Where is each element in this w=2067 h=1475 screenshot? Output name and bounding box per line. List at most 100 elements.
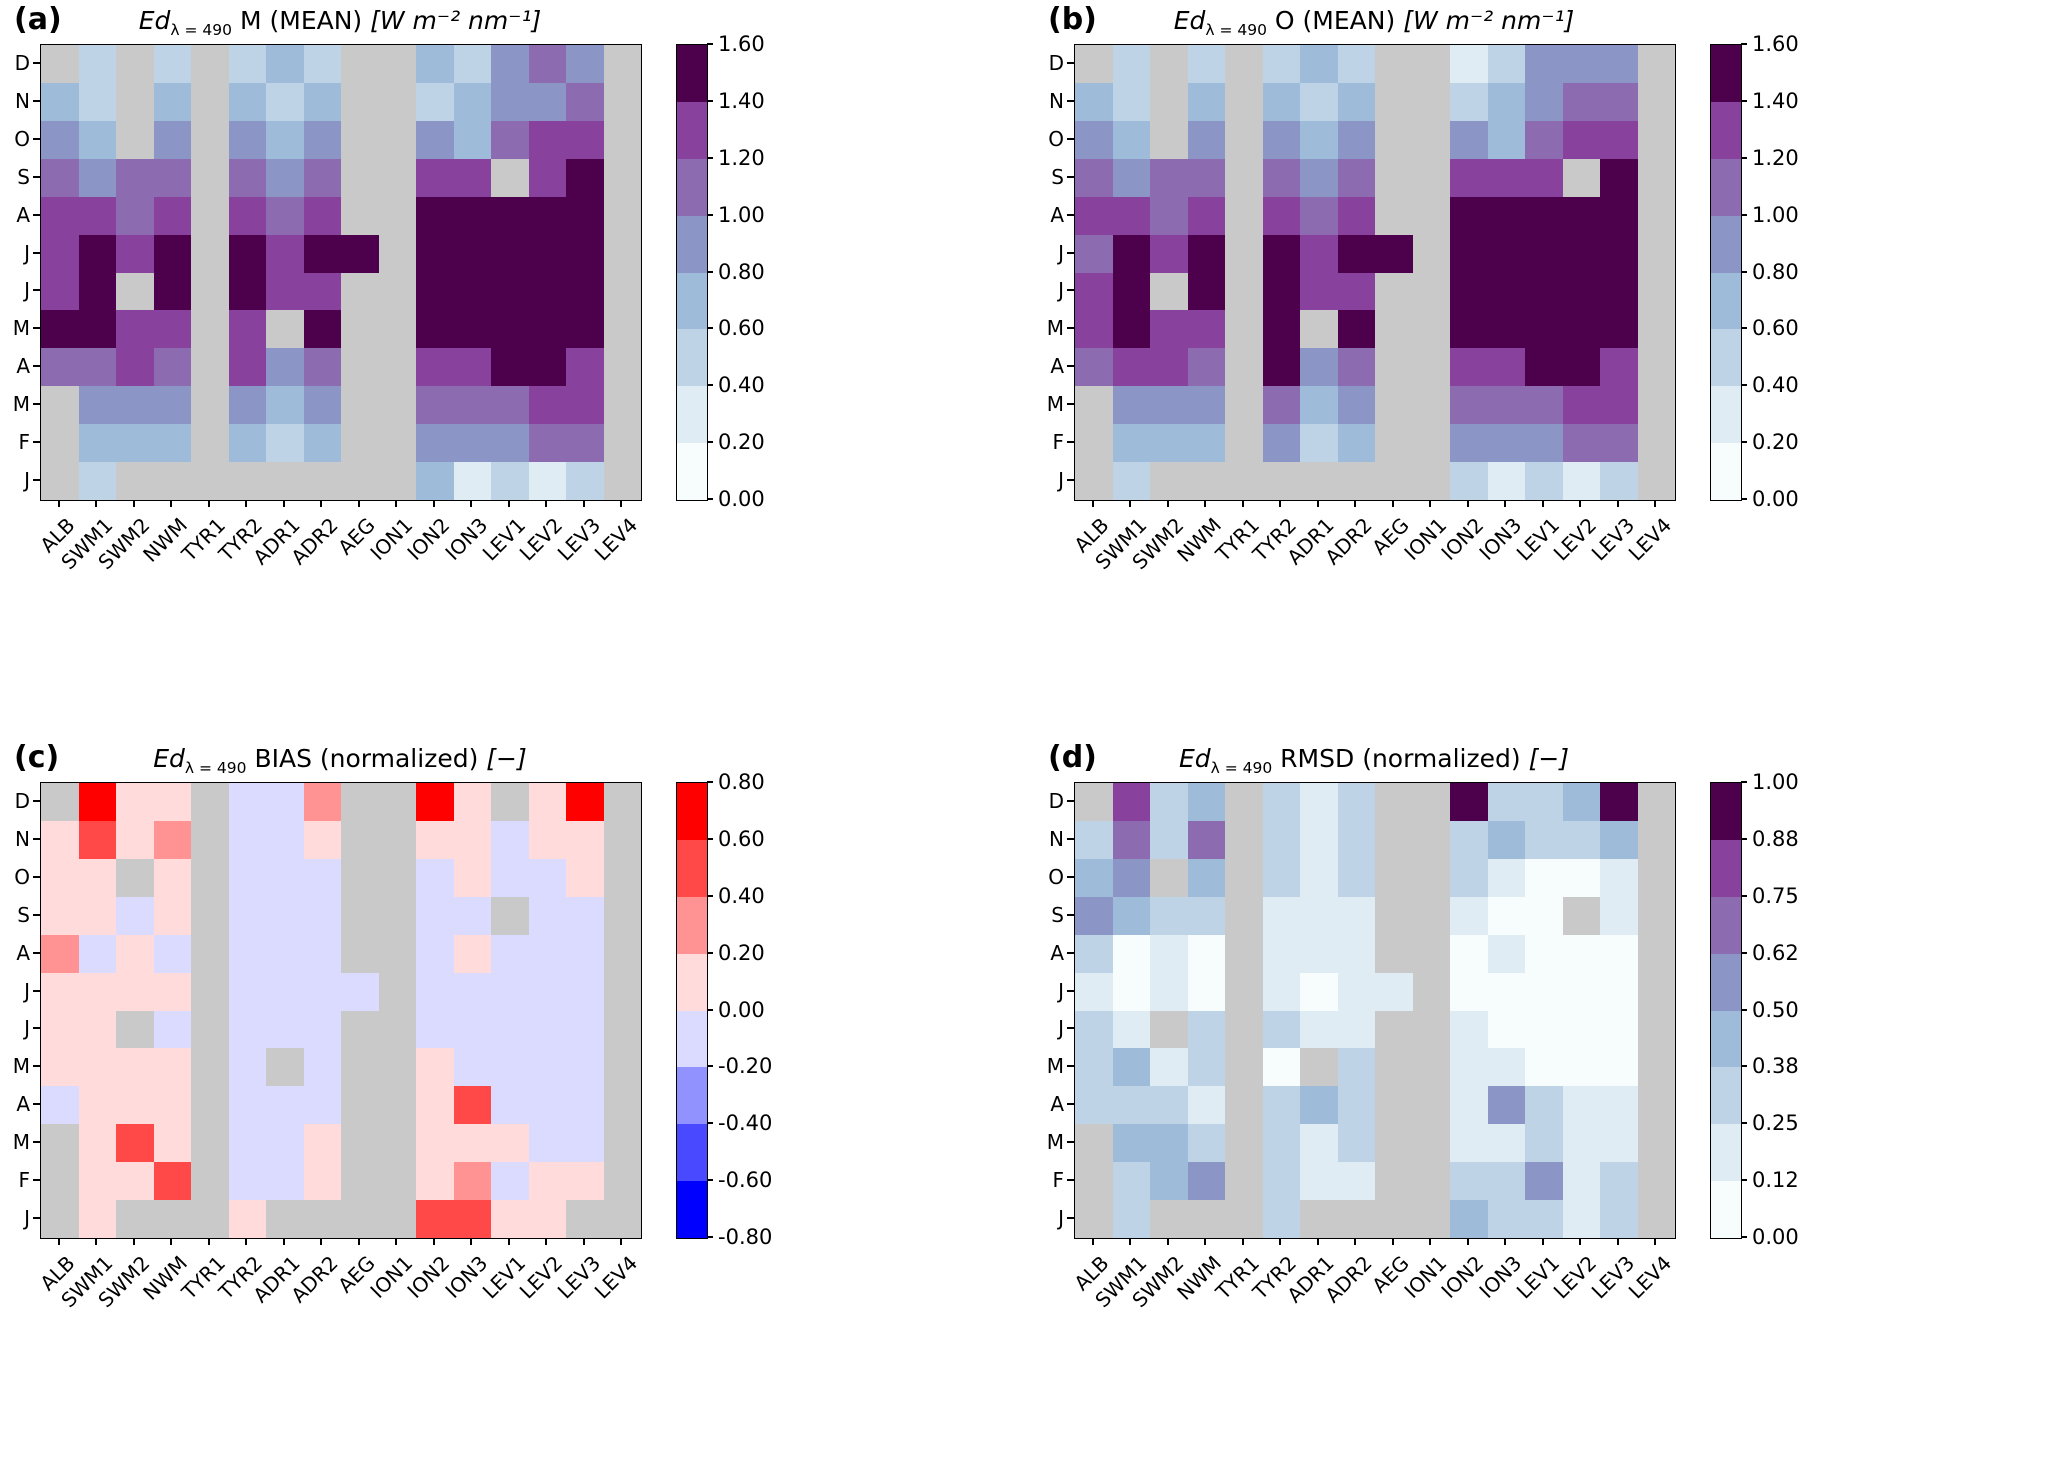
heatmap-cell [1150,1010,1188,1049]
heatmap-cell [491,934,529,973]
heatmap-cell [41,1010,79,1049]
heatmap-cell [1375,972,1413,1011]
heatmap-cell [603,1048,641,1087]
heatmap-cell [1487,196,1525,235]
panel-title: Edλ = 490 O (MEAN) [W m⁻² nm⁻¹] [1074,6,1674,39]
heatmap-cell [1187,386,1225,425]
heatmap-cell [1525,1048,1563,1087]
heatmap-cell [416,45,454,83]
heatmap-cell [116,120,154,159]
panel-title: Edλ = 490 M (MEAN) [W m⁻² nm⁻¹] [40,6,640,39]
y-tick-label: F [1052,1168,1064,1193]
colorbar-segment [1711,215,1741,273]
heatmap-cell [416,158,454,197]
heatmap-cell [1562,820,1600,859]
heatmap-cell [378,1200,416,1238]
heatmap-cell [378,858,416,897]
heatmap-cell [266,1200,304,1238]
heatmap-cell [1450,234,1488,273]
heatmap-cell [116,1124,154,1163]
y-tick-mark [33,251,40,254]
heatmap-cell [341,1048,379,1087]
heatmap-cell [1562,896,1600,935]
heatmap-cell [453,858,491,897]
heatmap-cell [1600,1086,1638,1125]
heatmap-cell [1112,158,1150,197]
heatmap-cell [1112,234,1150,273]
heatmap-cell [41,310,79,349]
heatmap-cell [303,234,341,273]
y-tick-mark [1067,989,1074,992]
heatmap-cell [1262,45,1300,83]
heatmap-cell [228,120,266,159]
heatmap-cell [453,348,491,387]
heatmap-cell [566,820,604,859]
heatmap-cell [416,858,454,897]
heatmap-cell [303,82,341,121]
heatmap-cell [1300,1010,1338,1049]
heatmap-cell [1450,158,1488,197]
x-tick-mark [132,1238,135,1245]
x-tick-mark [1541,1238,1544,1245]
x-tick-label: LEV4 [1623,513,1677,566]
heatmap-cell [153,934,191,973]
colorbar-segment [1711,953,1741,1011]
heatmap-cell [303,1048,341,1087]
heatmap-cell [1112,196,1150,235]
heatmap-cell [528,120,566,159]
heatmap-cell [1637,158,1675,197]
heatmap-cell [378,896,416,935]
heatmap-cell [1075,1124,1113,1163]
heatmap-cell [1450,45,1488,83]
heatmap-cell [1262,1124,1300,1163]
heatmap-cell [341,1086,379,1125]
heatmap-cell [566,158,604,197]
y-tick-label: N [1049,826,1064,851]
title-symbol: Ed [153,744,185,773]
heatmap-cell [378,310,416,349]
heatmap-cell [1225,310,1263,349]
x-tick-mark [470,1238,473,1245]
y-tick-label: M [1046,316,1064,341]
heatmap-cell [341,896,379,935]
heatmap-cell [266,462,304,500]
heatmap-cell [153,783,191,821]
colorbar-tick-mark [1741,951,1747,954]
y-tick-label: N [15,88,30,113]
heatmap-grid [1074,782,1676,1239]
heatmap-cell [1412,1010,1450,1049]
heatmap-cell [566,82,604,121]
heatmap-cell [1225,272,1263,311]
heatmap-cell [228,158,266,197]
heatmap-cell [491,1200,529,1238]
y-tick-label: M [12,316,30,341]
heatmap-cell [603,783,641,821]
colorbar-tick-mark [1741,781,1747,783]
heatmap-cell [1300,820,1338,859]
title-subscript: λ = 490 [1210,759,1273,777]
heatmap-cell [603,386,641,425]
colorbar-tick-label: 0.60 [1752,316,1799,341]
heatmap-cell [1637,272,1675,311]
heatmap-cell [41,934,79,973]
y-tick-label: A [1050,354,1064,379]
heatmap-cell [191,1010,229,1049]
heatmap-cell [1412,820,1450,859]
colorbar-tick-mark [707,837,713,840]
heatmap-cell [341,462,379,500]
colorbar-tick-label: 0.80 [1752,259,1799,284]
x-tick-mark [1129,1238,1132,1245]
heatmap-cell [1600,1124,1638,1163]
heatmap-cell [41,1200,79,1238]
colorbar-tick-label: 0.80 [718,770,765,794]
heatmap-cell [1262,1086,1300,1125]
heatmap-cell [228,45,266,83]
x-tick-mark [282,500,285,507]
colorbar-segment [1711,1124,1741,1182]
heatmap-cell [1262,462,1300,500]
heatmap-cell [1300,158,1338,197]
heatmap-cell [416,1200,454,1238]
heatmap-cell [1150,82,1188,121]
y-tick-label: J [1058,978,1064,1003]
x-tick-label: ION2 [402,513,455,565]
